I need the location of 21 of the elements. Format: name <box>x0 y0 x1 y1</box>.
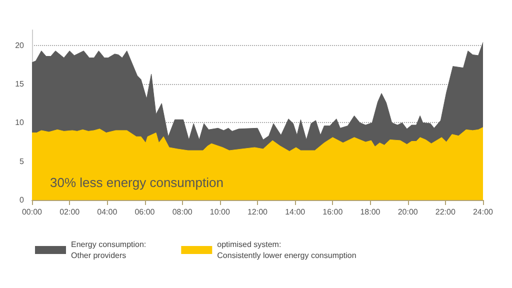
x-tick-label: 08:00 <box>172 208 193 216</box>
y-tick-label: 10 <box>15 118 25 128</box>
x-tick-label: 06:00 <box>134 208 156 216</box>
y-tick-label: 0 <box>20 196 25 204</box>
x-tick-label: 24:00 <box>472 208 494 216</box>
y-tick-label: 20 <box>15 40 25 50</box>
x-tick-label: 00:00 <box>22 208 43 216</box>
x-tick-label: 14:00 <box>285 208 306 216</box>
legend-label: optimised system: Consistently lower energy consumption <box>217 240 356 260</box>
x-tick-label: 02:00 <box>60 208 80 216</box>
x-tick-label: 12:00 <box>247 208 268 216</box>
y-tick-label: 5 <box>20 156 25 166</box>
x-tick-label: 04:00 <box>97 208 118 216</box>
x-tick-label: 22:00 <box>435 208 456 216</box>
x-tick-label: 16:00 <box>322 208 344 216</box>
y-tick-label: 15 <box>15 80 25 89</box>
x-tick-label: 10:00 <box>210 208 230 216</box>
legend-label: Energy consumption: Other providers <box>71 240 146 260</box>
x-tick-label: 20:00 <box>398 208 418 216</box>
x-tick-label: 18:00 <box>360 208 381 216</box>
annotation: 30% less energy consumption <box>50 175 224 190</box>
